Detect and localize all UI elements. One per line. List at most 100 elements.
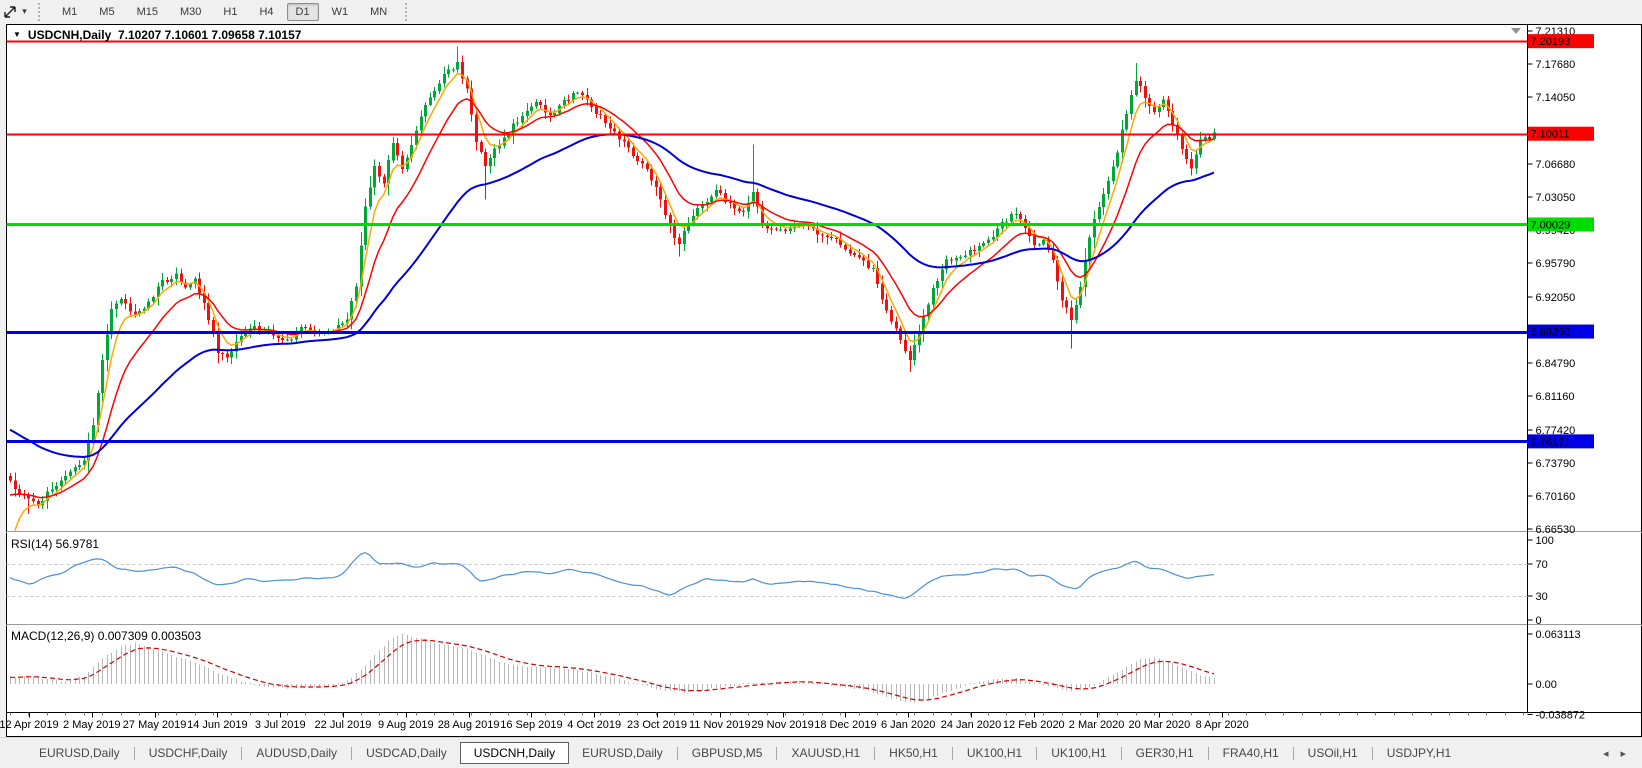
tab-separator [776,746,778,760]
rsi-tick-label: 100 [1536,535,1554,547]
chart-tab-hk50-h1[interactable]: HK50,H1 [889,746,938,760]
crosshair-tool-icon[interactable] [1,3,18,20]
timeframe-button-w1[interactable]: W1 [331,5,349,18]
chart-tab-uk100-h1[interactable]: UK100,H1 [966,746,1023,760]
date-label: 20 Mar 2020 [1129,719,1191,731]
timeframe-button-h1[interactable]: H1 [223,5,238,18]
timeframe-button-m15[interactable]: M15 [136,5,158,18]
timeframe-button-h4[interactable]: H4 [259,5,274,18]
date-label: 3 Jul 2019 [255,719,306,731]
date-label: 9 Aug 2019 [378,719,434,731]
rsi-line [9,551,1215,599]
horizontal-lines[interactable] [6,40,1528,443]
macd-signal-line [10,639,1215,701]
dropdown-caret-icon[interactable]: ▾ [22,6,27,16]
tab-separator [874,746,876,760]
ma-period-5 [14,72,1215,531]
price-line-label: 6.88250 [1531,327,1571,339]
rsi-tick-label: 0 [1536,615,1542,627]
chart-tab-uk100-h1[interactable]: UK100,H1 [1051,746,1107,760]
date-label: 6 Jan 2020 [881,719,935,731]
chart-tab-usoil-h1[interactable]: USOil,H1 [1307,746,1358,760]
chart-tab-usdcad-daily[interactable]: USDCAD,Daily [366,746,447,760]
toolbar-grip [405,2,411,21]
symbol-dropdown-icon[interactable]: ▼ [13,29,21,39]
date-label: 28 Aug 2019 [438,719,500,731]
price-tick-label: 7.14050 [1536,92,1576,104]
rsi-indicator-label: RSI(14) 56.9781 [11,537,100,551]
macd-tick-label: 0.063113 [1536,629,1581,641]
rsi-tick-label: 30 [1536,591,1548,603]
chart-tab-ger30-h1[interactable]: GER30,H1 [1135,746,1194,760]
chart-symbol-title: ▼ USDCNH,Daily 7.10207 7.10601 7.09658 7.… [13,28,301,42]
chart-tab-audusd-daily[interactable]: AUDUSD,Daily [256,746,338,760]
tab-separator [1207,746,1209,760]
chart-tab-eurusd-daily[interactable]: EURUSD,Daily [39,746,120,760]
chart-tab-eurusd-daily[interactable]: EURUSD,Daily [582,746,663,760]
macd-pane: 0.063113 0.00 -0.038872 [10,629,1585,722]
date-label: 16 Sep 2019 [500,719,562,731]
chart-tabs: EURUSD,Daily USDCHF,Daily AUDUSD,Daily USDC… [26,738,1464,768]
chart-tab-usdcnh-daily[interactable]: USDCNH,Daily [459,742,570,764]
toolbar-grip [38,2,44,21]
price-axis[interactable]: 7.213107.176807.140507.066807.030506.994… [1527,26,1595,536]
timeframe-button-m1[interactable]: M1 [62,5,78,18]
date-label: 29 Nov 2019 [751,719,813,731]
price-tick-label: 6.70160 [1536,491,1576,503]
timeframe-button-m30[interactable]: M30 [179,5,202,18]
date-label: 2 May 2019 [63,719,120,731]
chart-tab-xauusd-h1[interactable]: XAUUSD,H1 [791,746,861,760]
tab-separator [1292,746,1294,760]
chart-tab-usdchf-daily[interactable]: USDCHF,Daily [148,746,228,760]
candles [9,46,1216,514]
price-line-label: 7.00029 [1531,219,1571,231]
price-tick-label: 6.66530 [1536,524,1576,536]
price-tick-label: 7.03050 [1536,192,1576,204]
price-line-label: 6.76171 [1531,436,1571,448]
ma-period-13 [9,97,1215,499]
price-tick-label: 7.06680 [1536,159,1576,171]
date-label: 4 Oct 2019 [567,719,621,731]
tab-separator [951,746,953,760]
macd-tick-label: 0.00 [1536,679,1557,691]
tab-separator [241,746,243,760]
chart-tab-gbpusd-m5[interactable]: GBPUSD,M5 [691,746,763,760]
toolbar: ▾ M1 M5 M15 M30 H1 H4 D1 W1 MN [0,0,1642,23]
price-tick-label: 6.77420 [1536,425,1576,437]
chart-shift-marker-icon [1511,28,1521,34]
price-tick-label: 6.84790 [1536,358,1576,370]
chart-tab-fra40-h1[interactable]: FRA40,H1 [1222,746,1279,760]
price-tick-label: 7.17680 [1536,59,1576,71]
date-label: 12 Apr 2019 [0,719,59,731]
price-line-label: 7.20193 [1531,36,1571,48]
chart-tab-bar: EURUSD,Daily USDCHF,Daily AUDUSD,Daily USDC… [0,737,1642,768]
price-line-label: 7.10011 [1531,129,1570,141]
date-label: 11 Nov 2019 [689,719,751,731]
date-label: 12 Feb 2020 [1003,719,1065,731]
date-axis[interactable]: 12 Apr 2019 2 May 2019 27 May 2019 14 Jun 2… [0,712,1524,732]
date-label: 2 Mar 2020 [1069,719,1125,731]
tab-separator [676,746,678,760]
date-label: 24 Jan 2020 [941,719,1002,731]
timeframe-button-d1[interactable]: D1 [286,2,319,21]
price-tick-label: 6.92050 [1536,292,1576,304]
tab-scroll-left-button[interactable]: ◂ [1602,747,1609,760]
timeframe-buttons: M1 M5 M15 M30 H1 H4 D1 W1 MN [51,2,398,21]
tab-scroll-right-button[interactable]: ▸ [1620,747,1626,760]
date-label: 8 Apr 2020 [1196,719,1249,731]
ohlc-text: USDCNH,Daily 7.10207 7.10601 7.09658 7.1… [27,28,302,42]
timeframe-button-mn[interactable]: MN [370,5,388,18]
date-label: 22 Jul 2019 [315,719,372,731]
date-label: 27 May 2019 [123,719,187,731]
tab-separator [1036,746,1038,760]
price-tick-label: 6.81160 [1536,391,1575,403]
timeframe-button-m5[interactable]: M5 [99,5,115,18]
tab-scroll-arrows: ◂ ▸ [1603,747,1626,760]
chart-window[interactable] [6,24,1642,737]
macd-indicator-label: MACD(12,26,9) 0.007309 0.003503 [11,629,202,643]
chart-tab-usdjpy-h1[interactable]: USDJPY,H1 [1386,746,1452,760]
date-label: 18 Dec 2019 [814,719,876,731]
date-label: 23 Oct 2019 [627,719,687,731]
tab-separator [1371,746,1373,760]
